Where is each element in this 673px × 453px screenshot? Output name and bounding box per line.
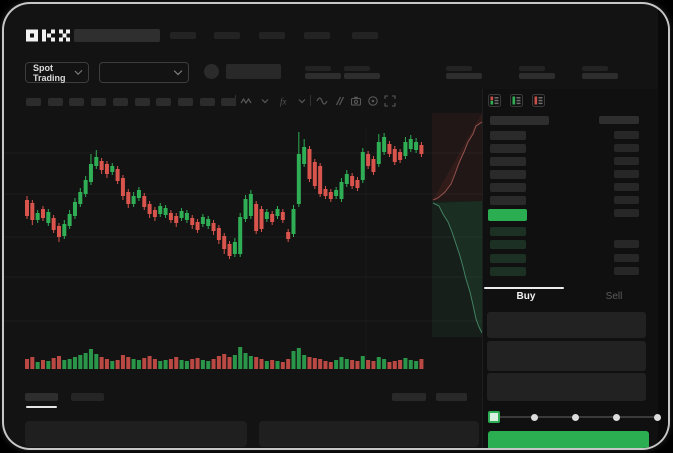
ticker-stat-value-skeleton [582,73,618,79]
pair-dropdown[interactable] [99,62,189,83]
orderbook-ask-row[interactable] [490,196,526,205]
price-input-skeleton[interactable] [487,312,646,338]
ticker-stat-label-skeleton [582,66,608,71]
camera-icon[interactable] [350,95,362,107]
chevron-down-icon[interactable] [259,95,271,107]
chevron-down-icon[interactable] [296,95,308,107]
ticker-stat-value-skeleton [446,73,482,79]
amount-input-skeleton[interactable] [487,341,646,371]
chart-interval-pill[interactable] [199,98,215,106]
ticker-stat-label-skeleton [519,66,545,71]
settings-circle-icon[interactable] [367,95,379,107]
fullscreen-icon[interactable] [384,95,396,107]
bottom-tab-skeleton[interactable] [71,393,104,401]
right-edge-strip [658,4,668,448]
orderbook-amount-skeleton[interactable] [614,209,639,217]
orderbook-bid-row[interactable] [490,267,526,276]
chart-interval-pill[interactable] [134,98,150,106]
wave-icon[interactable] [316,95,328,107]
bottom-panel-right-skeleton[interactable] [259,421,479,447]
bottom-panel-left-skeleton[interactable] [25,421,247,447]
slider-handle[interactable] [488,411,500,423]
ticker-stat-value-skeleton [305,73,341,79]
ticker-stat-value-skeleton [519,73,555,79]
chart-interval-pill[interactable] [221,98,237,106]
last-price-badge[interactable] [488,209,527,221]
svg-text:fx: fx [280,97,287,107]
toolbar-divider [310,95,311,106]
orderbook-bid-row[interactable] [490,254,526,263]
slider-stop-dot[interactable] [612,413,620,421]
chart-interval-pill[interactable] [177,98,193,106]
bottom-tab-skeleton-active[interactable] [25,393,58,401]
chart-interval-pill[interactable] [69,98,85,106]
panel-divider [482,89,483,448]
orderbook-price-header-skeleton [490,116,549,125]
slider-stop-dot[interactable] [653,413,661,421]
pair-logo-skeleton [204,64,219,79]
candlestick-chart[interactable] [4,109,482,384]
book-asks-icon[interactable] [532,94,545,107]
buy-submit-button[interactable] [488,431,649,448]
orderbook-ask-row[interactable] [490,144,526,153]
orderbook-bid-row[interactable] [490,227,526,236]
chart-interval-pill[interactable] [112,98,128,106]
book-bids-icon[interactable] [510,94,523,107]
ticker-stat-label-skeleton [305,66,331,71]
orderbook-amount-skeleton[interactable] [614,144,639,152]
trade-tabs: Buy Sell [482,289,658,304]
ticker-stat-label-skeleton [446,66,472,71]
orderbook-amount-skeleton[interactable] [614,157,639,165]
active-tab-indicator [26,406,57,408]
trendline-icon[interactable] [333,95,345,107]
bottom-tab-skeleton[interactable] [392,393,426,401]
zigzag-icon[interactable] [240,95,252,107]
orderbook-ask-row[interactable] [490,131,526,140]
orderbook-amount-header-skeleton [599,116,639,124]
ticker-stat-label-skeleton [344,66,370,71]
chart-interval-pill[interactable] [26,98,41,106]
orderbook-amount-skeleton[interactable] [614,170,639,178]
pair-name-skeleton [226,64,281,79]
chart-interval-pill[interactable] [91,98,107,106]
tab-buy[interactable]: Buy [516,291,536,302]
orderbook-amount-skeleton[interactable] [614,196,639,204]
search-bar-skeleton[interactable] [74,29,160,42]
tab-sell[interactable]: Sell [605,291,623,302]
indicator-fx-icon[interactable]: fx [278,95,290,107]
nav-link-skeleton[interactable] [352,32,378,39]
slider-stop-dot[interactable] [571,413,579,421]
orderbook-amount-skeleton[interactable] [614,254,639,262]
book-both-icon[interactable] [488,94,501,107]
orderbook-amount-skeleton[interactable] [614,183,639,191]
app-window: Spot Trading fx [4,4,668,448]
bottom-tab-skeleton[interactable] [436,393,467,401]
ticker-stat-value-skeleton [344,73,380,79]
market-type-label: Spot Trading [33,62,66,83]
nav-link-skeleton[interactable] [259,32,285,39]
orderbook-bid-row[interactable] [490,240,526,249]
orderbook-ask-row[interactable] [490,157,526,166]
chart-interval-pill[interactable] [156,98,172,106]
market-type-dropdown[interactable]: Spot Trading [25,62,89,83]
nav-link-skeleton[interactable] [214,32,240,39]
orderbook-amount-skeleton[interactable] [614,131,639,139]
orderbook-ask-row[interactable] [490,183,526,192]
chart-interval-pill[interactable] [47,98,63,106]
nav-link-skeleton[interactable] [170,32,196,39]
chevron-down-icon [173,66,183,76]
buy-tab-indicator [484,287,564,289]
orderbook-amount-skeleton[interactable] [614,240,639,248]
nav-link-skeleton[interactable] [304,32,330,39]
slider-stop-dot[interactable] [530,413,538,421]
total-input-skeleton[interactable] [487,373,646,401]
orderbook-amount-skeleton[interactable] [614,267,639,275]
orderbook-ask-row[interactable] [490,170,526,179]
okx-logo[interactable] [26,29,71,42]
